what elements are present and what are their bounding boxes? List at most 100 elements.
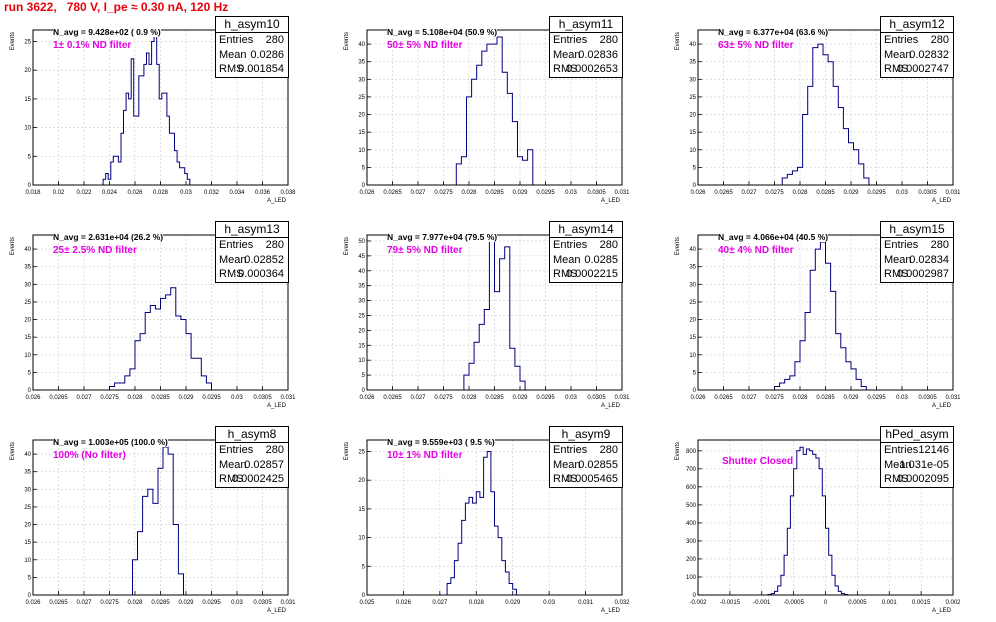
x-tick-label: 0.027	[410, 395, 426, 401]
stats-title: h_asym8	[216, 427, 288, 443]
y-tick-label: 100	[686, 575, 697, 581]
x-tick-label: 0.0265	[383, 395, 402, 401]
stats-row-entries: Entries 12146	[881, 443, 953, 458]
y-tick-label: 0	[362, 388, 366, 394]
x-tick-label: 0.027	[741, 190, 757, 196]
y-tick-label: 30	[358, 299, 365, 305]
stats-value-rms: 0.0002653	[566, 63, 618, 75]
stats-value-mean: 0.02857	[244, 458, 284, 471]
y-tick-label: 5	[693, 370, 697, 376]
stats-row-mean: Mean 0.0286	[216, 48, 288, 63]
y-tick-label: 20	[358, 113, 365, 119]
x-tick-label: 0.03	[896, 395, 908, 401]
x-tick-label: 0.028	[461, 190, 477, 196]
x-tick-label: 0.029	[512, 190, 528, 196]
y-tick-label: 5	[362, 564, 366, 570]
stats-title: h_asym11	[550, 17, 622, 33]
stats-title: h_asym9	[550, 427, 622, 443]
stats-row-entries: Entries 280	[216, 33, 288, 48]
x-tick-label: 0.032	[204, 190, 220, 196]
stats-row-entries: Entries 280	[216, 238, 288, 253]
x-tick-label: 0.026	[127, 190, 143, 196]
x-tick-label: 0.026	[396, 600, 412, 606]
x-tick-label: 0.028	[792, 190, 808, 196]
x-tick-label: 0.0285	[485, 190, 504, 196]
stats-title: hPed_asym	[881, 427, 953, 443]
x-tick-label: 0.0275	[100, 395, 119, 401]
x-tick-label: 0.018	[25, 190, 41, 196]
x-tick-label: 0.0265	[714, 190, 733, 196]
stats-value-rms: 0.0002425	[232, 473, 284, 485]
stats-key: RMS	[553, 473, 578, 485]
stats-value-rms: 0.0005465	[566, 473, 618, 485]
x-tick-label: 0	[824, 600, 828, 606]
x-axis-label: A_LED	[601, 403, 621, 409]
x-tick-label: 0.029	[843, 190, 859, 196]
y-axis-label: Events	[344, 442, 350, 460]
y-axis-label: Events	[344, 32, 350, 50]
x-tick-label: 0.0305	[918, 190, 937, 196]
filter-annotation: 1± 0.1% ND filter	[53, 40, 132, 51]
y-tick-label: 10	[689, 148, 696, 154]
y-axis-label: Events	[10, 32, 16, 50]
x-tick-label: 0.031	[614, 395, 630, 401]
x-tick-label: 0.03	[543, 600, 555, 606]
x-tick-label: 0.02	[53, 190, 65, 196]
y-tick-label: 0	[693, 593, 697, 599]
stats-key: Entries	[553, 239, 588, 251]
x-tick-label: 0.031	[280, 395, 296, 401]
x-axis-label: A_LED	[601, 198, 621, 204]
x-tick-label: -0.0005	[783, 600, 804, 606]
stats-key: RMS	[884, 473, 909, 485]
stats-box: h_asym14 Entries 280 Mean 0.0285 RMS 0.0002215	[549, 221, 623, 283]
n-avg-label: N_avg = 9.428e+02 ( 0.9 %)	[53, 27, 161, 37]
stats-key: Mean	[553, 253, 581, 266]
y-tick-label: 20	[689, 318, 696, 324]
y-tick-label: 30	[24, 282, 31, 288]
y-tick-label: 35	[358, 284, 365, 290]
y-tick-label: 40	[689, 42, 696, 48]
x-tick-label: 0.0295	[202, 395, 221, 401]
y-tick-label: 25	[24, 39, 31, 45]
y-tick-label: 25	[689, 95, 696, 101]
n-avg-label: N_avg = 4.066e+04 (40.5 %)	[718, 232, 829, 242]
stats-value-mean: 0.02852	[244, 253, 284, 266]
histogram-panel: 0.026 0.0265 0.027 0.0275 0.028 0.0285 0.029 0.…	[10, 221, 296, 409]
y-tick-label: 45	[358, 254, 365, 260]
y-axis-label: Events	[675, 32, 681, 50]
histogram-panel: 0.025 0.026 0.027 0.028 0.029 0.03 0.031 0.032 0…	[344, 426, 630, 614]
x-tick-label: 0.027	[76, 600, 92, 606]
x-axis-label: A_LED	[267, 198, 287, 204]
stats-key: RMS	[219, 473, 244, 485]
x-tick-label: 0.0285	[485, 395, 504, 401]
stats-value-entries: 280	[599, 239, 618, 251]
x-tick-label: 0.0305	[253, 600, 272, 606]
stats-row-mean: Mean 0.02852	[216, 253, 288, 268]
x-tick-label: 0.03	[231, 395, 243, 401]
y-tick-label: 25	[689, 300, 696, 306]
x-tick-label: 0.028	[127, 395, 143, 401]
stats-row-rms: RMS 0.0002987	[881, 267, 953, 282]
y-tick-label: 5	[28, 370, 32, 376]
x-tick-label: 0.028	[461, 395, 477, 401]
x-tick-label: 0.03	[231, 600, 243, 606]
x-tick-label: 0.029	[512, 395, 528, 401]
y-tick-label: 10	[24, 558, 31, 564]
x-tick-label: -0.002	[689, 600, 707, 606]
x-tick-label: -0.001	[753, 600, 771, 606]
stats-value-rms: 0.0002095	[897, 473, 949, 485]
n-avg-label: N_avg = 9.559e+03 ( 9.5 %)	[387, 437, 495, 447]
stats-box: h_asym13 Entries 280 Mean 0.02852 RMS 0.000364	[215, 221, 289, 283]
stats-key: Entries	[219, 239, 254, 251]
x-tick-label: 0.0005	[848, 600, 867, 606]
filter-annotation: Shutter Closed	[722, 456, 794, 467]
histogram-series	[463, 240, 526, 390]
stats-box: h_asym8 Entries 280 Mean 0.02857 RMS 0.0002425	[215, 426, 289, 488]
y-tick-label: 35	[24, 265, 31, 271]
stats-key: RMS	[553, 63, 578, 75]
n-avg-label: N_avg = 2.631e+04 (26.2 %)	[53, 232, 164, 242]
stats-key: RMS	[884, 63, 909, 75]
y-tick-label: 200	[686, 557, 697, 563]
x-axis-label: A_LED	[267, 403, 287, 409]
x-tick-label: 0.027	[410, 190, 426, 196]
